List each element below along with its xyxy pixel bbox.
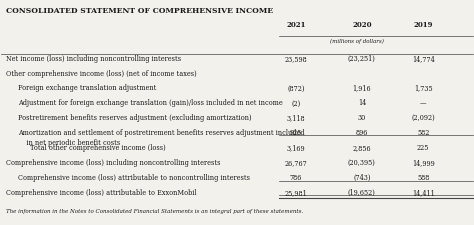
Text: (2): (2) — [292, 99, 301, 107]
Text: (872): (872) — [287, 85, 305, 92]
Text: Amortization and settlement of postretirement benefits reserves adjustment inclu: Amortization and settlement of postretir… — [18, 129, 304, 147]
Text: 588: 588 — [417, 174, 429, 182]
Text: 14,411: 14,411 — [412, 189, 435, 197]
Text: (19,652): (19,652) — [348, 189, 376, 197]
Text: Net income (loss) including noncontrolling interests: Net income (loss) including noncontrolli… — [6, 55, 181, 63]
Text: 2,856: 2,856 — [353, 144, 371, 152]
Text: 26,767: 26,767 — [284, 159, 307, 167]
Text: 14,774: 14,774 — [412, 55, 435, 63]
Text: Comprehensive income (loss) attributable to noncontrolling interests: Comprehensive income (loss) attributable… — [18, 174, 250, 182]
Text: 14: 14 — [358, 99, 366, 107]
Text: 3,169: 3,169 — [287, 144, 305, 152]
Text: The information in the Notes to Consolidated Financial Statements is an integral: The information in the Notes to Consolid… — [6, 209, 303, 214]
Text: (2,092): (2,092) — [411, 114, 435, 122]
Text: 925: 925 — [290, 129, 302, 137]
Text: Adjustment for foreign exchange translation (gain)/loss included in net income: Adjustment for foreign exchange translat… — [18, 99, 283, 107]
Text: 2021: 2021 — [286, 21, 306, 29]
Text: 2019: 2019 — [413, 21, 433, 29]
Text: 23,598: 23,598 — [284, 55, 307, 63]
Text: Other comprehensive income (loss) (net of income taxes): Other comprehensive income (loss) (net o… — [6, 70, 197, 78]
Text: (20,395): (20,395) — [348, 159, 376, 167]
Text: (23,251): (23,251) — [348, 55, 376, 63]
Text: 582: 582 — [417, 129, 429, 137]
Text: 25,981: 25,981 — [284, 189, 307, 197]
Text: 1,735: 1,735 — [414, 85, 432, 92]
Text: Foreign exchange translation adjustment: Foreign exchange translation adjustment — [18, 85, 156, 92]
Text: CONSOLIDATED STATEMENT OF COMPREHENSIVE INCOME: CONSOLIDATED STATEMENT OF COMPREHENSIVE … — [6, 7, 273, 15]
Text: Comprehensive income (loss) including noncontrolling interests: Comprehensive income (loss) including no… — [6, 159, 220, 167]
Text: 1,916: 1,916 — [353, 85, 371, 92]
Text: 3,118: 3,118 — [287, 114, 305, 122]
Text: —: — — [420, 99, 427, 107]
Text: Total other comprehensive income (loss): Total other comprehensive income (loss) — [30, 144, 165, 152]
Text: 14,999: 14,999 — [412, 159, 435, 167]
Text: 896: 896 — [356, 129, 368, 137]
Text: 30: 30 — [358, 114, 366, 122]
Text: 2020: 2020 — [352, 21, 372, 29]
Text: 786: 786 — [290, 174, 302, 182]
Text: Postretirement benefits reserves adjustment (excluding amortization): Postretirement benefits reserves adjustm… — [18, 114, 252, 122]
Text: Comprehensive income (loss) attributable to ExxonMobil: Comprehensive income (loss) attributable… — [6, 189, 197, 197]
Text: 225: 225 — [417, 144, 429, 152]
Text: (743): (743) — [353, 174, 371, 182]
Text: (millions of dollars): (millions of dollars) — [330, 39, 384, 44]
